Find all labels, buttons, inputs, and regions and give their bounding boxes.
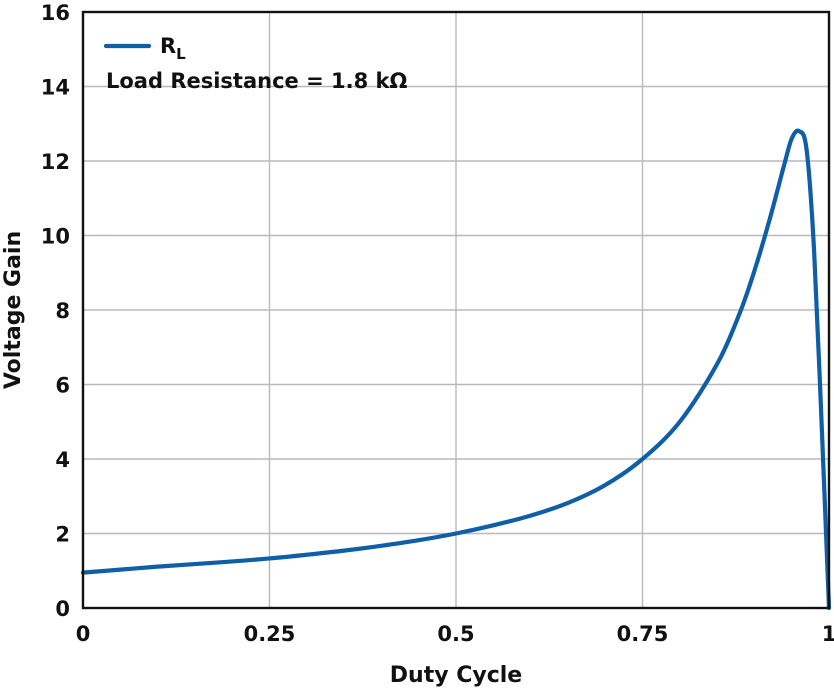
- y-axis-title: Voltage Gain: [1, 231, 26, 389]
- x-tick-label: 1: [822, 622, 834, 646]
- y-tick-label: 2: [55, 523, 70, 547]
- y-tick-label: 4: [55, 448, 70, 472]
- x-axis-title: Duty Cycle: [390, 663, 522, 688]
- x-tick-label: 0.5: [437, 622, 474, 646]
- plot-frame: [81, 10, 831, 610]
- legend: RL Load Resistance = 1.8 kΩ: [103, 34, 407, 93]
- y-tick-label: 6: [55, 374, 70, 398]
- x-tick-label: 0.75: [617, 622, 669, 646]
- legend-label-main: R: [160, 34, 176, 58]
- y-tick-label: 16: [41, 1, 70, 25]
- x-axis-tick-labels: 0 0.25 0.5 0.75 1: [76, 622, 834, 646]
- series-layer: [80, 128, 832, 611]
- grid: [83, 12, 829, 608]
- legend-label-rl: RL: [160, 34, 186, 63]
- x-tick-label: 0: [76, 622, 91, 646]
- legend-annotation: Load Resistance = 1.8 kΩ: [106, 69, 407, 93]
- legend-label-subscript: L: [176, 45, 186, 63]
- series-line-rl: [80, 128, 832, 611]
- y-tick-label: 10: [41, 225, 70, 249]
- y-tick-label: 12: [41, 150, 70, 174]
- y-tick-label: 8: [55, 299, 70, 323]
- y-tick-label: 0: [55, 597, 70, 621]
- x-tick-label: 0.25: [244, 622, 296, 646]
- y-tick-label: 14: [41, 76, 70, 100]
- y-axis-tick-labels: 0 2 4 6 8 10 12 14 16: [41, 1, 70, 621]
